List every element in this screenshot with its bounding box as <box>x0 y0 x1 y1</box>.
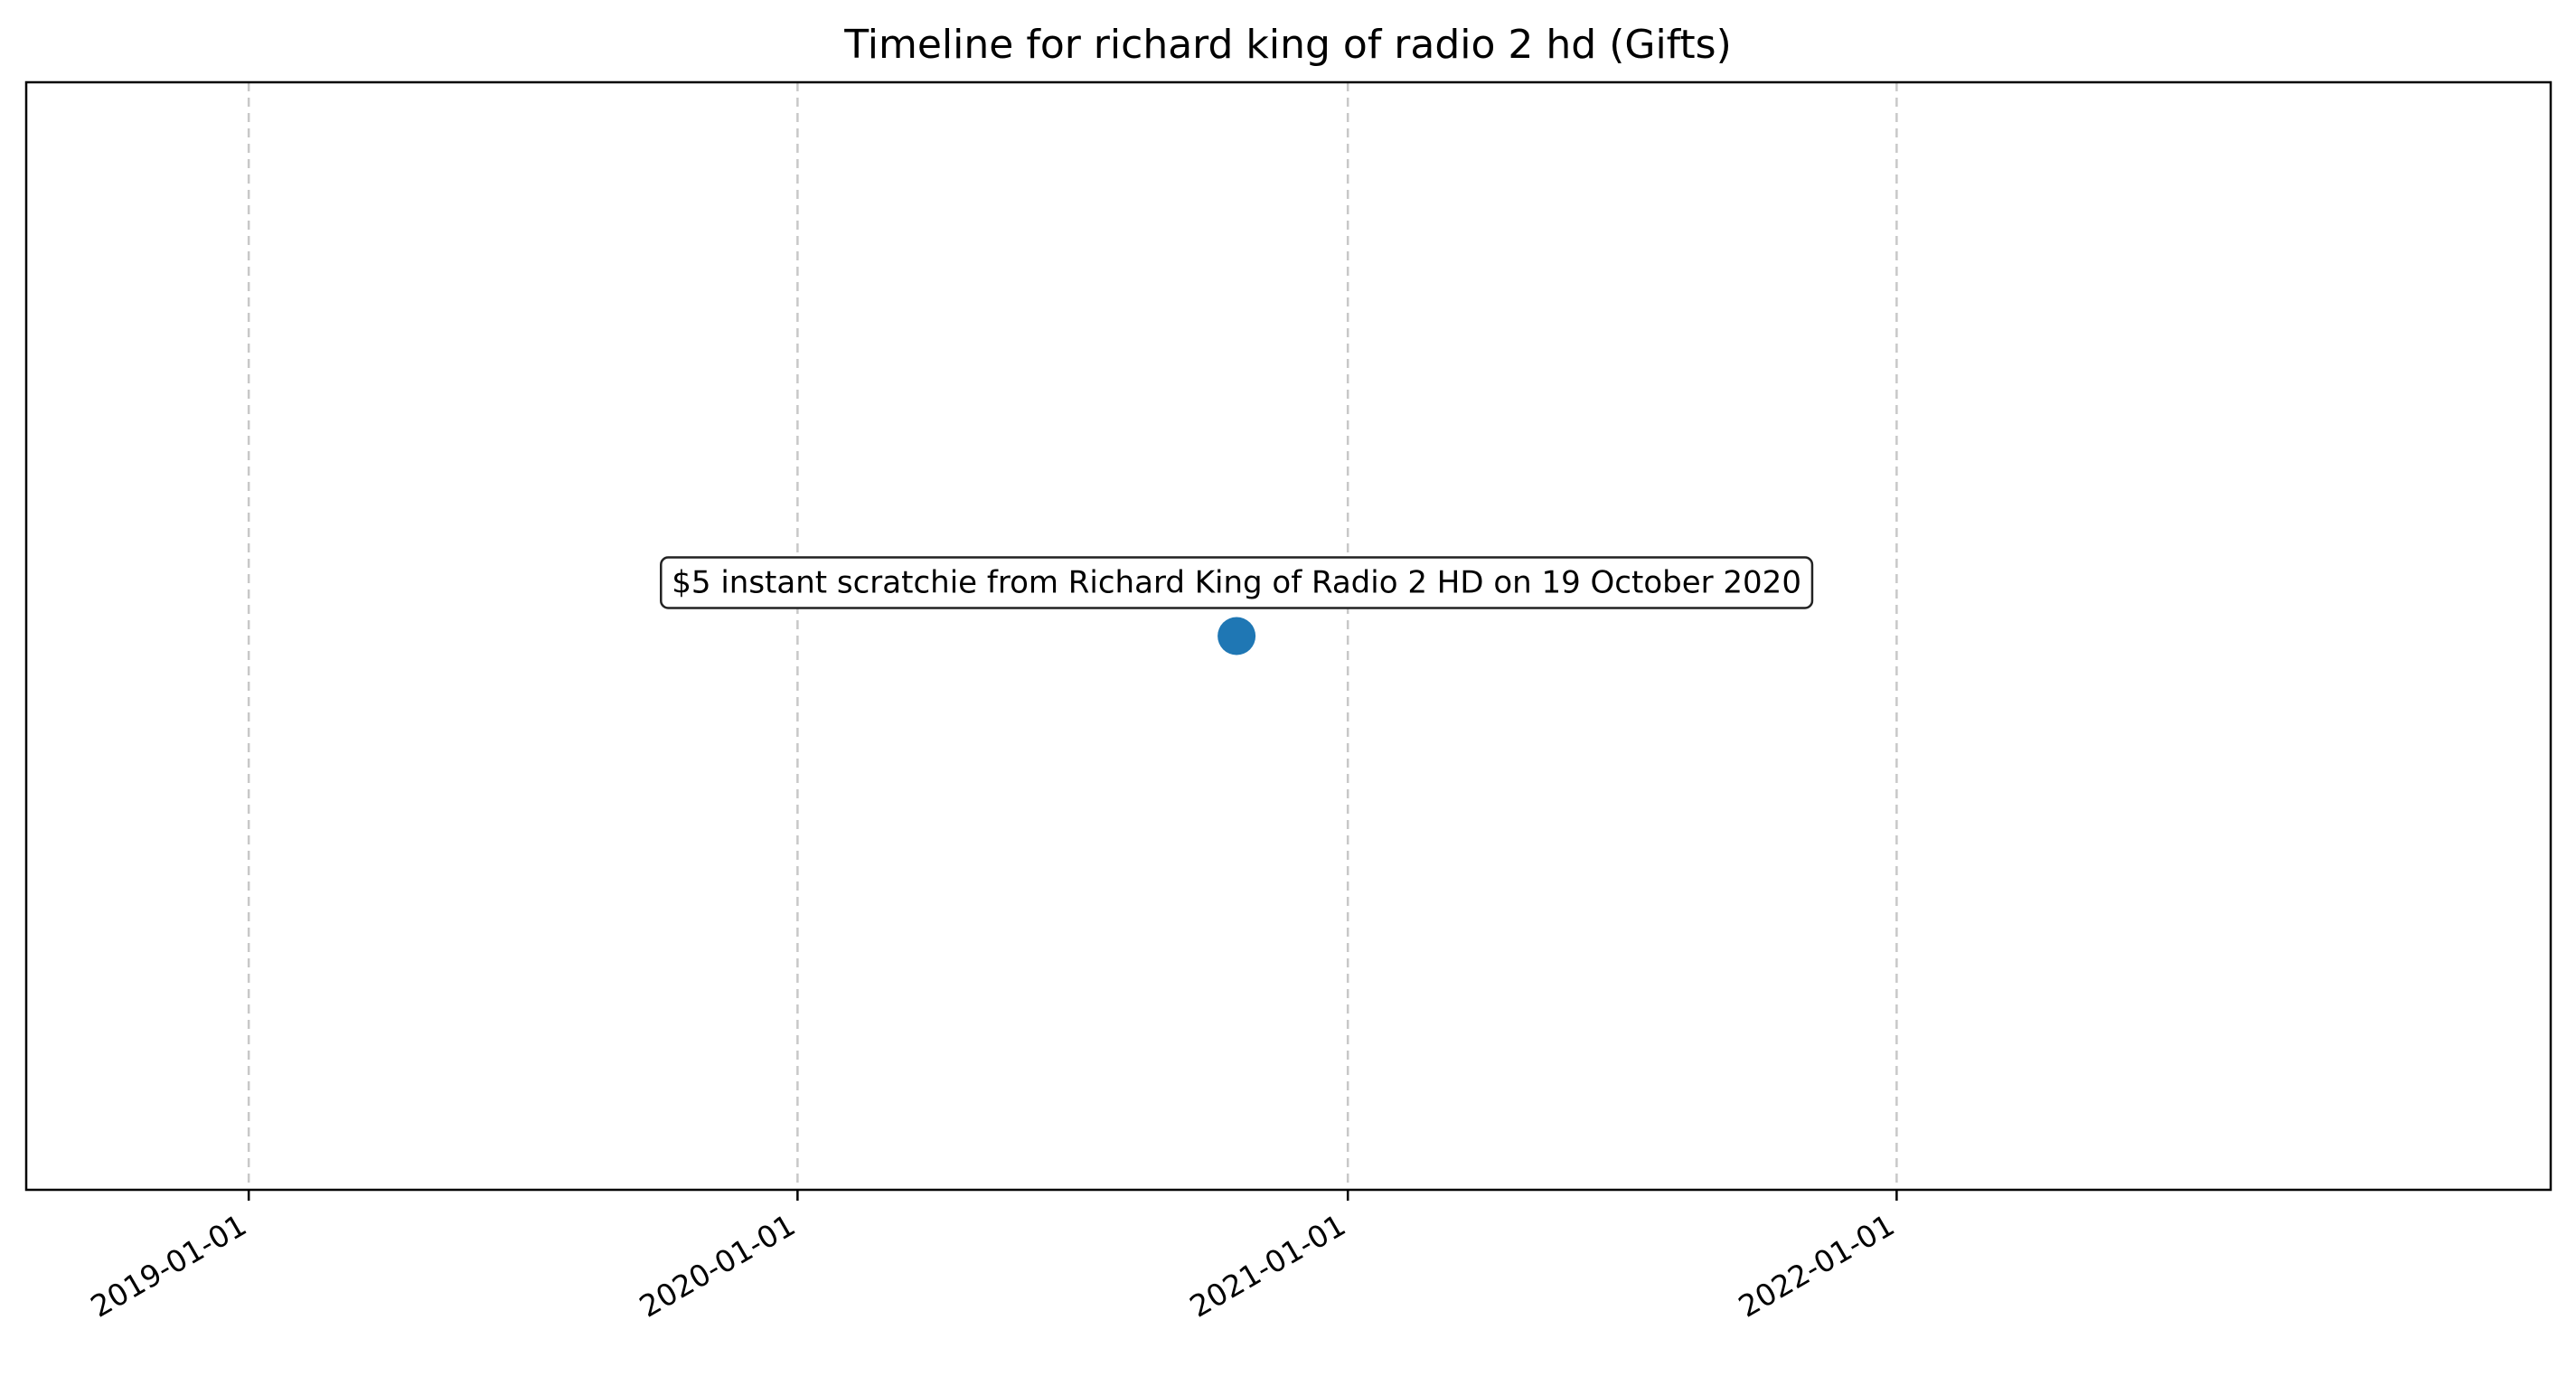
x-tick-label: 2022-01-01 <box>1733 1207 1901 1325</box>
x-tick-label: 2019-01-01 <box>85 1207 253 1325</box>
point-annotation-text: $5 instant scratchie from Richard King o… <box>672 565 1801 601</box>
point-annotation-box <box>660 556 1814 609</box>
x-axis-ticks: 2019-01-01 2020-01-01 2021-01-01 2022-01-01 <box>85 1190 1901 1325</box>
data-points: $5 instant scratchie from Richard King o… <box>660 556 1814 655</box>
data-point <box>1217 617 1256 655</box>
plot-area-frame <box>24 80 2552 1192</box>
gridlines <box>247 82 1898 1190</box>
x-tick-label: 2021-01-01 <box>1184 1207 1352 1325</box>
x-tick-label: 2020-01-01 <box>634 1207 802 1325</box>
chart-title: Timeline for richard king of radio 2 hd … <box>843 22 1732 68</box>
